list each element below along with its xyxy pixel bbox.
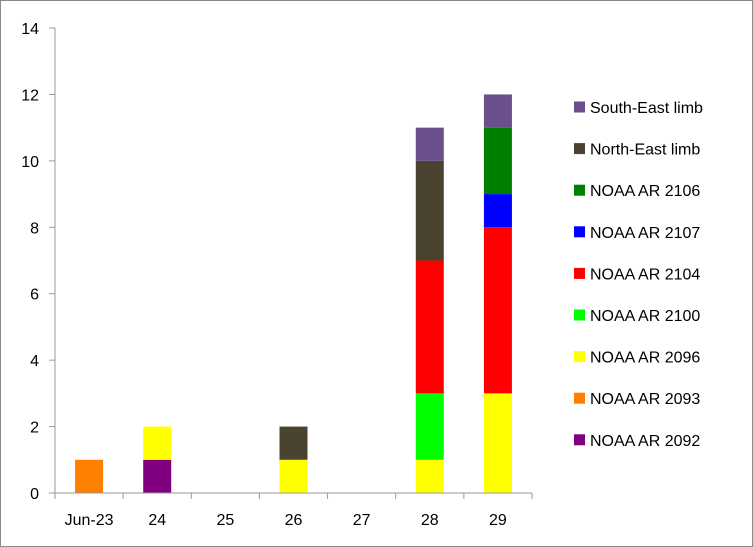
x-tick-label: Jun-23 (65, 512, 114, 529)
y-tick-label: 4 (30, 353, 39, 370)
legend-swatch (574, 309, 585, 321)
legend-label: NOAA AR 2106 (590, 183, 700, 200)
x-tick-label: 28 (421, 512, 439, 529)
legend-label: NOAA AR 2107 (590, 225, 700, 242)
legend-swatch (574, 184, 585, 196)
y-tick-label: 2 (30, 420, 39, 437)
legend-swatch (574, 392, 585, 404)
legend-swatch (574, 434, 585, 446)
y-tick-label: 6 (30, 287, 39, 304)
x-tick-label: 29 (489, 512, 507, 529)
legend-swatch (574, 101, 585, 113)
bar-segment (483, 94, 512, 128)
bars (75, 94, 512, 493)
bar-segment (279, 426, 308, 460)
bar-segment (415, 393, 444, 460)
y-axis-ticks: 0 2 4 6 8 10 12 14 (21, 21, 55, 503)
legend-label: NOAA AR 2096 (590, 350, 700, 367)
bar-segment (483, 393, 512, 493)
x-tick-label: 27 (353, 512, 371, 529)
legend-label: NOAA AR 2092 (590, 433, 700, 450)
bar-segment (415, 127, 444, 161)
bar-segment (483, 194, 512, 228)
bar-segment (415, 459, 444, 493)
legend-label: North-East limb (590, 142, 700, 159)
bar-segment (279, 459, 308, 493)
legend-swatch (574, 267, 585, 279)
y-tick-label: 0 (30, 486, 39, 503)
legend-swatch (574, 143, 585, 155)
legend-swatch (574, 226, 585, 238)
x-tick-label: 25 (216, 512, 234, 529)
legend: South-East limb North-East limb NOAA AR 21… (574, 100, 703, 450)
bar-segment (75, 459, 104, 493)
bar-segment (143, 426, 172, 460)
bar-segment (483, 227, 512, 394)
legend-label: NOAA AR 2104 (590, 266, 700, 283)
y-tick-label: 8 (30, 220, 39, 237)
bar-segment (143, 459, 172, 493)
bar-segment (483, 127, 512, 195)
legend-swatch (574, 351, 585, 363)
x-axis-ticks: Jun-23 24 25 26 27 28 29 (54, 493, 533, 529)
y-tick-label: 12 (21, 87, 39, 104)
bar-segment (415, 160, 444, 261)
legend-label: NOAA AR 2100 (590, 308, 700, 325)
legend-label: South-East limb (590, 100, 703, 117)
legend-label: NOAA AR 2093 (590, 391, 700, 408)
bar-segment (415, 260, 444, 394)
y-tick-label: 10 (21, 154, 39, 171)
y-tick-label: 14 (21, 21, 39, 38)
x-tick-label: 26 (285, 512, 303, 529)
x-tick-label: 24 (148, 512, 166, 529)
